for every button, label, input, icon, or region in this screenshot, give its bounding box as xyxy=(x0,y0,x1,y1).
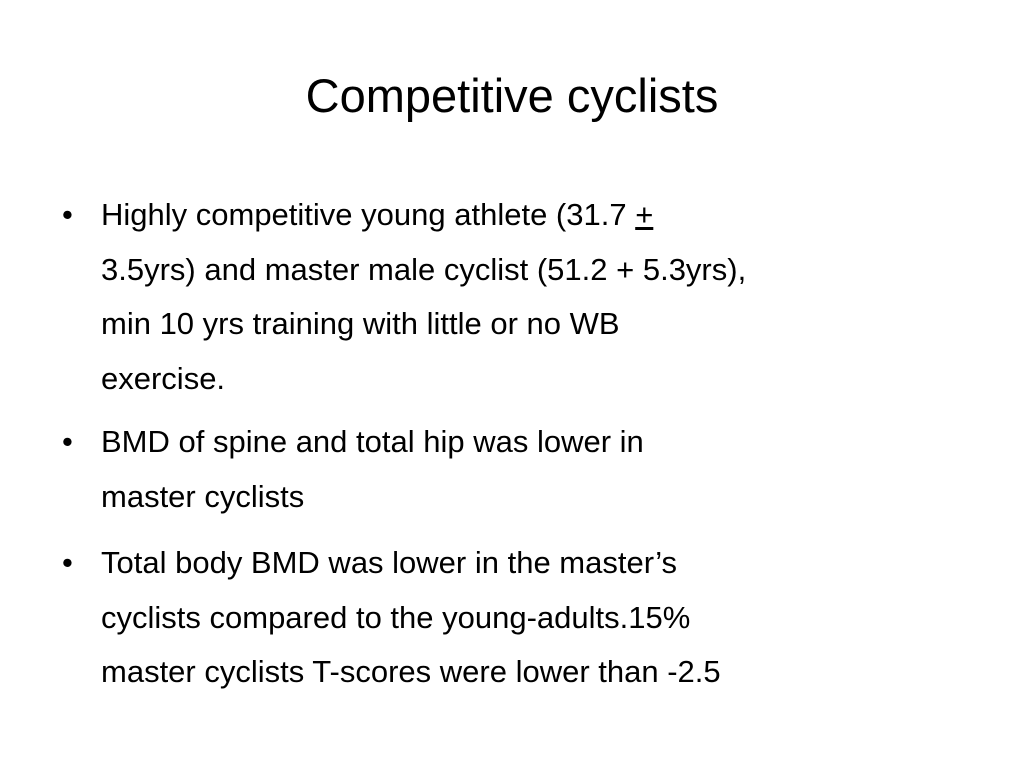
text-line: Highly competitive young athlete (31.7 + xyxy=(101,188,746,243)
bullet-marker: • xyxy=(62,424,73,459)
bullet-marker: • xyxy=(62,545,73,580)
underlined-text: + xyxy=(635,197,654,232)
text: min 10 yrs training with little or no WB xyxy=(101,306,620,341)
bullet-marker: • xyxy=(62,197,73,232)
text-line: Total body BMD was lower in the master’s xyxy=(101,536,721,591)
text-line: cyclists compared to the young-adults.15… xyxy=(101,591,721,646)
bullet-item: • Highly competitive young athlete (31.7 … xyxy=(62,188,746,406)
text: cyclists compared to the young-adults.15… xyxy=(101,599,691,635)
text-line: master cyclists T-scores were lower than… xyxy=(101,645,721,700)
bullet-item: • Total body BMD was lower in the master’… xyxy=(62,536,721,700)
text-line: exercise. xyxy=(101,352,746,407)
text-line: BMD of spine and total hip was lower in xyxy=(101,415,644,470)
text-line: 3.5yrs) and master male cyclist (51.2 + … xyxy=(101,243,746,298)
text: Total body BMD was lower in the master’s xyxy=(101,545,678,580)
text: master cyclists xyxy=(101,478,305,514)
text-line: min 10 yrs training with little or no WB xyxy=(101,297,746,352)
slide-title: Competitive cyclists xyxy=(305,69,719,122)
text: Highly competitive young athlete (31.7 xyxy=(101,197,636,232)
bullet-item: • BMD of spine and total hip was lower in… xyxy=(62,415,644,524)
text: exercise. xyxy=(101,360,226,396)
text: master cyclists T-scores were lower than… xyxy=(101,654,721,689)
text: BMD of spine and total hip was lower in xyxy=(101,424,644,459)
text-line: master cyclists xyxy=(101,470,644,525)
text: 3.5yrs) and master male cyclist (51.2 + … xyxy=(101,251,747,287)
